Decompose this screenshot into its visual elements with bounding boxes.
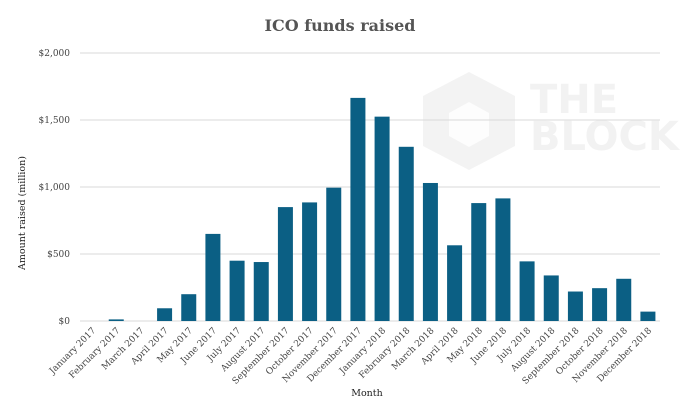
bars [108, 97, 656, 322]
bar [640, 311, 656, 321]
bar [253, 262, 269, 321]
bar [616, 278, 632, 321]
bar [108, 319, 124, 321]
bar [205, 233, 221, 321]
bar [471, 203, 487, 321]
bar [302, 202, 318, 321]
y-tick-label: $500 [47, 250, 70, 260]
bar [374, 116, 390, 322]
y-tick-label: $1,000 [39, 183, 71, 193]
gridlines [80, 52, 660, 322]
chart-title: ICO funds raised [265, 16, 416, 35]
bar [447, 245, 463, 321]
bar [277, 207, 293, 321]
bar [181, 294, 197, 321]
y-tick-label: $1,500 [39, 116, 71, 126]
y-tick-label: $2,000 [39, 49, 71, 59]
x-axis-label: Month [351, 388, 383, 399]
bar [229, 260, 245, 321]
y-tick-label: $0 [59, 317, 71, 327]
the-block-watermark: THE BLOCK [423, 72, 680, 170]
bar [398, 146, 414, 321]
bar [592, 288, 608, 321]
bar [543, 275, 559, 321]
bar [567, 291, 583, 321]
y-axis-label: Amount raised (million) [17, 156, 28, 271]
bar [495, 198, 511, 321]
watermark-line1: THE [530, 77, 618, 123]
y-axis-ticks: $0 $500 $1,000 $1,500 $2,000 [39, 49, 71, 327]
bar [350, 97, 366, 321]
bar [157, 308, 173, 321]
watermark-line2: BLOCK [530, 114, 680, 160]
bar [519, 261, 535, 321]
bar [326, 187, 342, 321]
bar [422, 182, 438, 321]
